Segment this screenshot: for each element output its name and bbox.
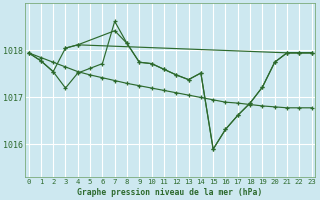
X-axis label: Graphe pression niveau de la mer (hPa): Graphe pression niveau de la mer (hPa) [77, 188, 263, 197]
